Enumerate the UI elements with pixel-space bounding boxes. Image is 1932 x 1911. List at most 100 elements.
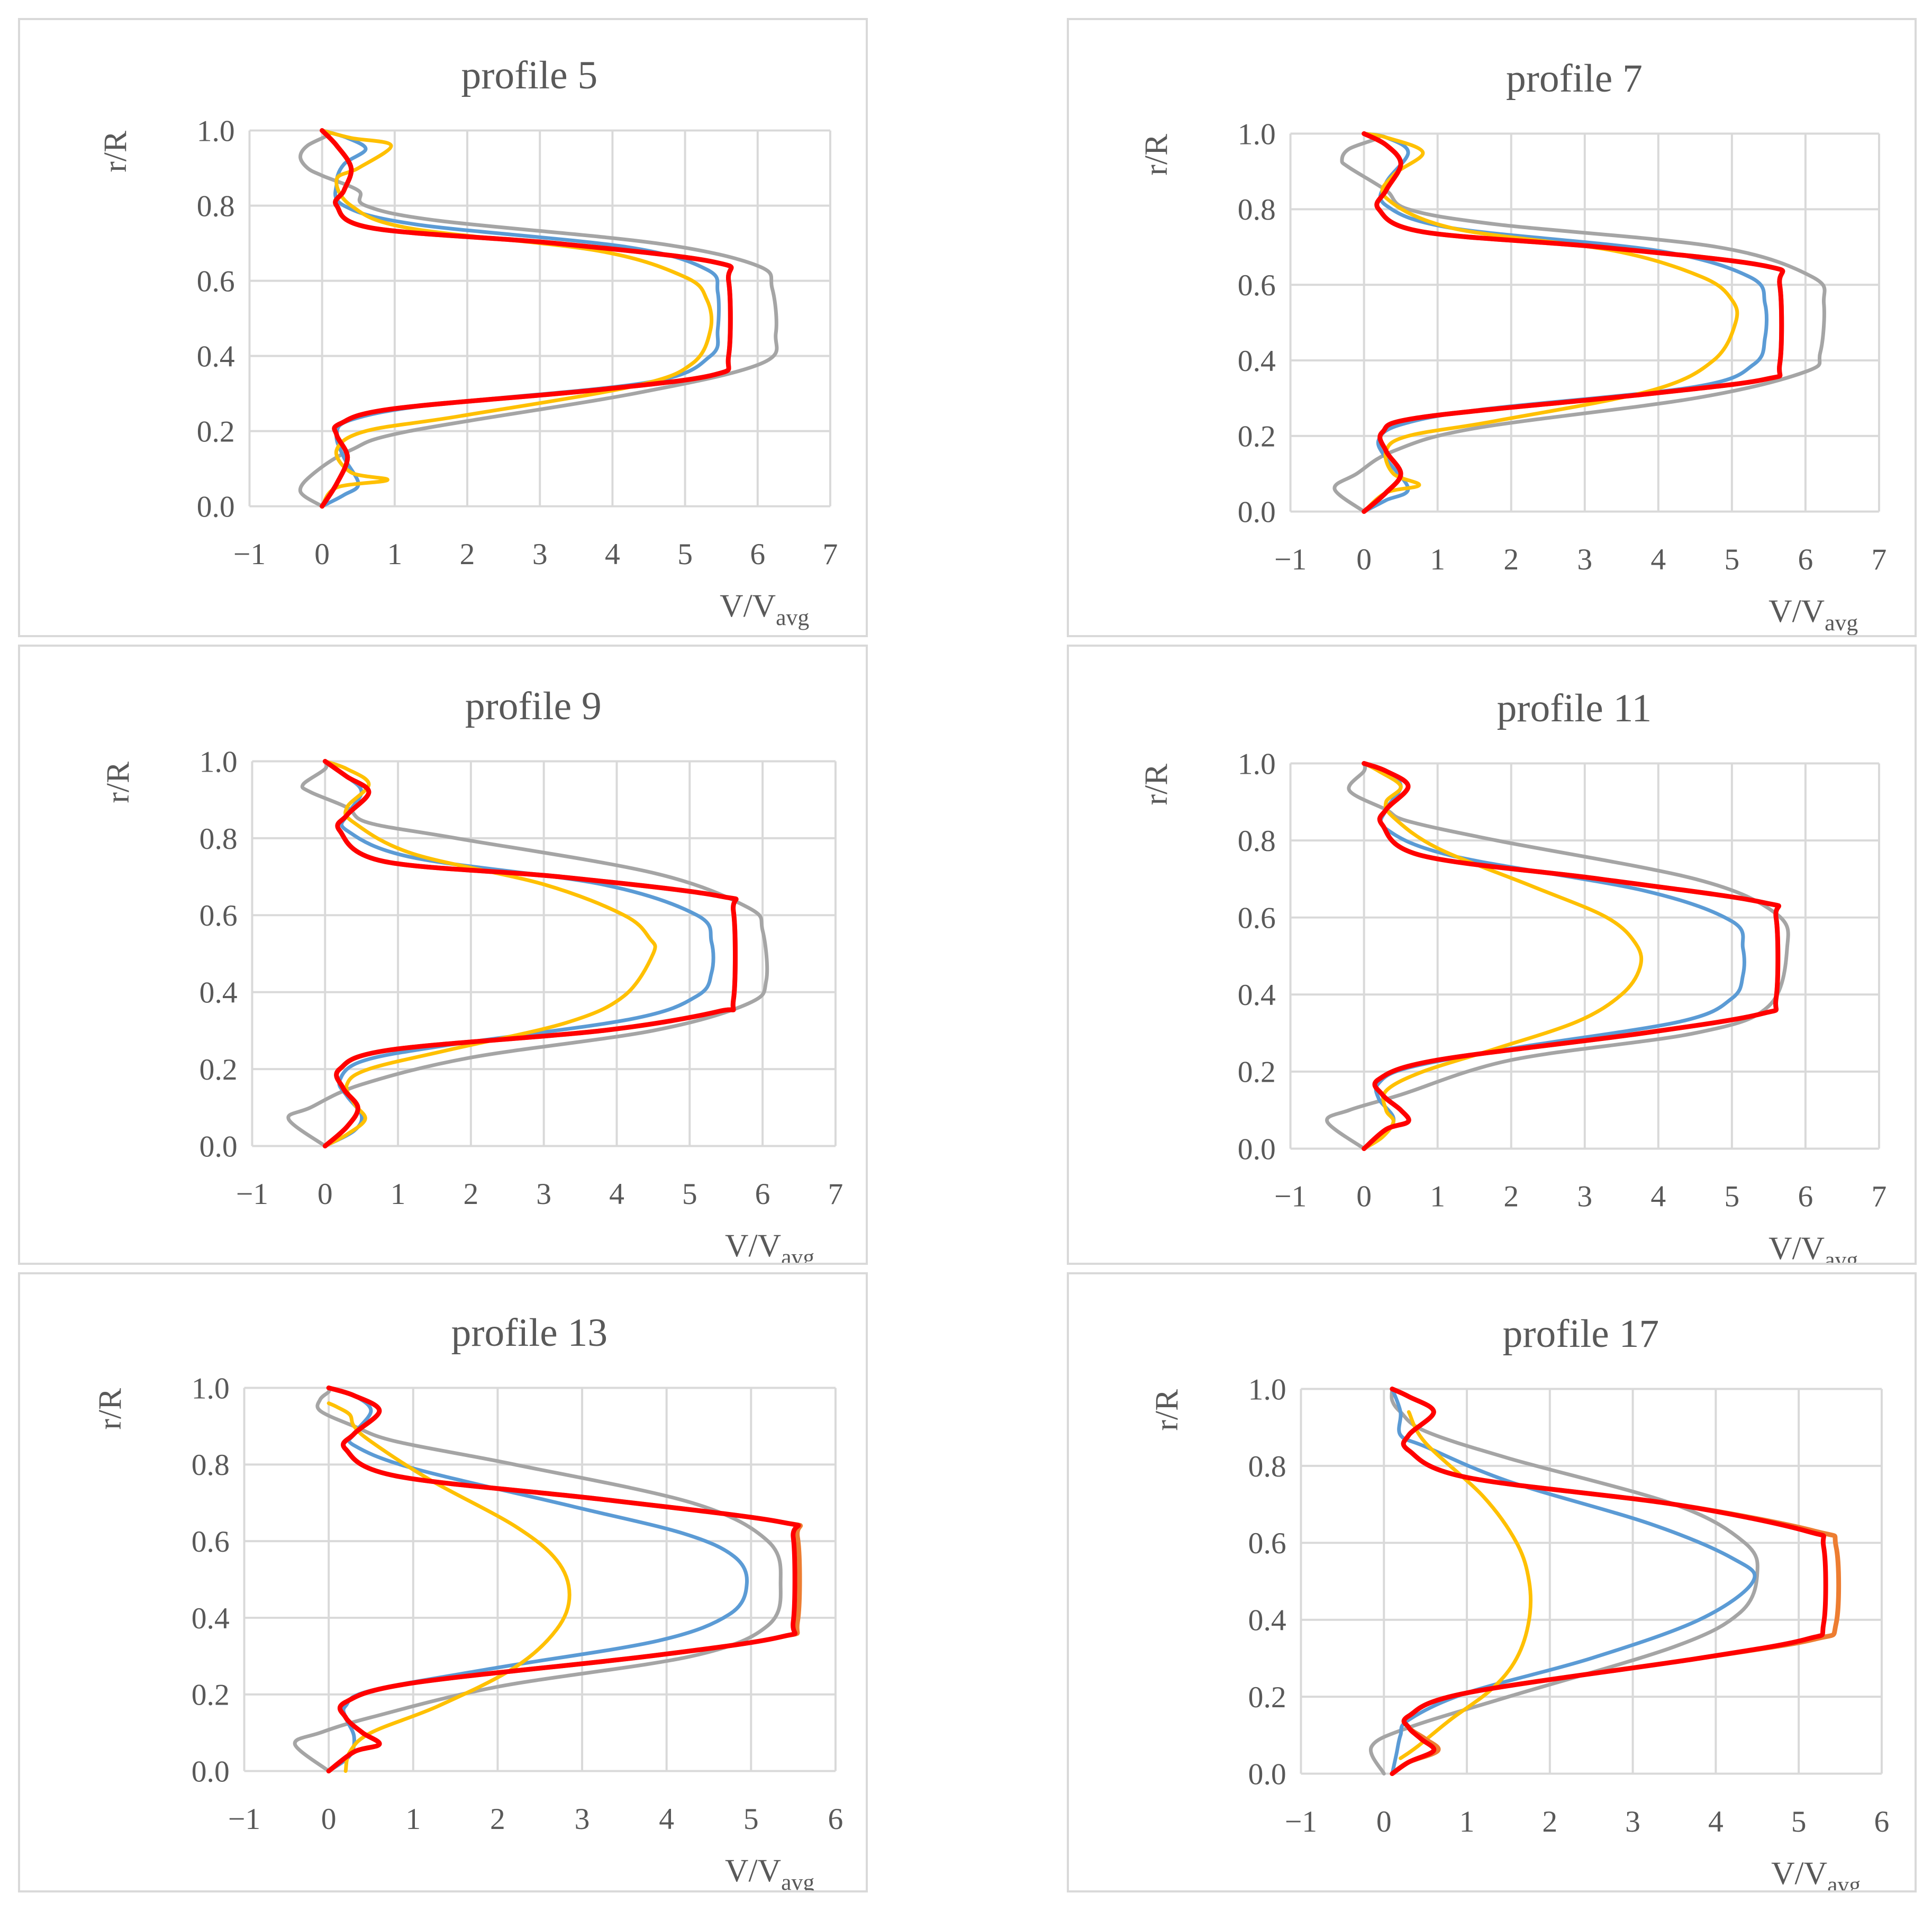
y-tick-label: 0.8 [1238,193,1276,227]
y-tick-label: 0.0 [199,1130,238,1163]
y-tick-label: 0.6 [1248,1527,1286,1560]
x-axis-label-main: V/V [720,588,776,624]
y-tick-label: 0.2 [197,415,235,449]
series-line-red [1362,761,1781,1151]
y-tick-label: 0.4 [1238,345,1276,378]
y-tick-label: 1.0 [1238,747,1276,781]
y-tick-label: 1.0 [192,1372,230,1405]
y-tick-label: 0.8 [199,822,238,856]
chart-title: profile 5 [461,53,597,97]
x-tick-label: 2 [463,1178,478,1211]
x-tick-label: 4 [1708,1805,1724,1838]
x-tick-label: 1 [1459,1805,1475,1838]
x-tick-label: 3 [536,1178,551,1211]
y-tick-label: 0.4 [1238,979,1276,1012]
x-tick-label: 2 [1503,543,1519,576]
chart-panel-profile-9: profile 9 −1 0 1 2 3 4 5 6 7 0.0 0.2 0.4 0.6 0.8 1.0 r/R… [18,645,868,1265]
series-line-red [326,1385,801,1774]
series-line-red [1390,1387,1828,1776]
x-tick-label: 4 [659,1803,674,1836]
x-tick-label: 7 [823,538,838,571]
series-line-yellow [1362,132,1739,514]
y-tick-label: 0.8 [192,1448,230,1482]
y-tick-label: 0.6 [1238,902,1276,935]
series-line-orange [1362,761,1781,1151]
x-tick-label: −1 [1285,1805,1317,1838]
x-tick-label: 4 [1650,543,1666,576]
x-tick-label: 0 [314,538,330,571]
x-tick-label: 7 [828,1178,843,1211]
x-tick-label: 3 [575,1803,590,1836]
y-axis-label: r/R [1138,134,1174,176]
y-tick-label: 1.0 [1238,117,1276,151]
x-tick-label: −1 [1274,543,1307,576]
x-tick-label: 2 [490,1803,505,1836]
x-tick-label: 5 [1791,1805,1807,1838]
x-tick-label: −1 [233,538,266,571]
x-axis-label: V/Vavg [725,1853,814,1890]
y-tick-label: 0.6 [197,265,235,298]
x-tick-label: 3 [532,538,548,571]
x-tick-label: 4 [605,538,620,571]
x-axis-label-subscript: avg [1825,610,1858,635]
series-line-orange [320,128,734,509]
y-tick-label: 0.4 [199,976,238,1010]
x-tick-label: 6 [828,1803,843,1836]
series-line-blue [1362,762,1746,1151]
y-tick-label: 0.0 [1248,1758,1286,1791]
y-tick-label: 0.2 [192,1679,230,1712]
x-tick-label: 6 [1798,1180,1813,1213]
y-axis-label: r/R [1149,1389,1185,1431]
x-tick-label: 1 [391,1178,406,1211]
y-tick-label: 0.6 [1238,269,1276,302]
y-tick-label: 0.0 [192,1755,230,1788]
x-tick-label: 6 [1874,1805,1890,1838]
x-axis-label-subscript: avg [776,605,809,630]
chart-title: profile 9 [465,684,602,728]
x-tick-label: 1 [1430,543,1445,576]
chart-panel-profile-17: profile 17 −1 0 1 2 3 4 5 6 0.0 0.2 0.4 0.6 0.8 1.0 r/R… [1067,1272,1917,1892]
series-line-yellow [326,1401,572,1773]
series-line-orange [1390,1387,1842,1776]
y-tick-label: 0.0 [1238,1133,1276,1166]
series-line-orange [326,1385,803,1774]
x-axis-label: V/Vavg [1768,1230,1858,1263]
series-line-gray [1368,1387,1759,1776]
x-tick-label: 3 [1577,543,1592,576]
series-line-gray [1332,132,1827,514]
x-tick-label: 3 [1577,1180,1592,1213]
x-tick-label: −1 [1274,1180,1307,1213]
series-line-yellow [1399,1410,1533,1760]
x-tick-label: 0 [1376,1805,1392,1838]
x-tick-label: 5 [1724,543,1739,576]
x-axis-label-main: V/V [725,1228,781,1263]
x-tick-label: 5 [682,1178,697,1211]
x-axis-label-subscript: avg [781,1245,814,1263]
series-line-red [322,759,739,1148]
y-tick-label: 0.4 [192,1602,230,1635]
x-tick-label: 1 [1430,1180,1445,1213]
x-tick-label: 2 [1542,1805,1557,1838]
series-line-gray [286,759,769,1148]
x-tick-label: 0 [1356,1180,1372,1213]
series-line-orange [1362,131,1785,514]
y-tick-label: 0.2 [1238,1056,1276,1089]
y-tick-label: 0.2 [1248,1681,1286,1714]
x-axis-label-subscript: avg [1825,1247,1858,1263]
x-axis-label-main: V/V [725,1853,781,1889]
series-line-blue [1362,132,1768,514]
y-tick-label: 1.0 [197,114,235,148]
x-tick-label: 5 [743,1803,759,1836]
x-tick-label: −1 [236,1178,268,1211]
x-tick-label: 0 [1356,543,1372,576]
chart-title: profile 7 [1506,57,1643,101]
x-axis-label: V/Vavg [1771,1855,1861,1890]
chart-svg: profile 17 −1 0 1 2 3 4 5 6 0.0 0.2 0.4 0.6 0.8 1.0 r/R… [1149,1312,1890,1890]
x-axis-label-subscript: avg [781,1870,814,1890]
x-tick-label: 0 [318,1178,333,1211]
y-tick-label: 0.8 [1248,1450,1286,1483]
series-line-blue [326,1386,749,1773]
y-axis-label: r/R [100,762,136,803]
x-tick-label: 3 [1625,1805,1640,1838]
x-tick-label: 2 [460,538,475,571]
